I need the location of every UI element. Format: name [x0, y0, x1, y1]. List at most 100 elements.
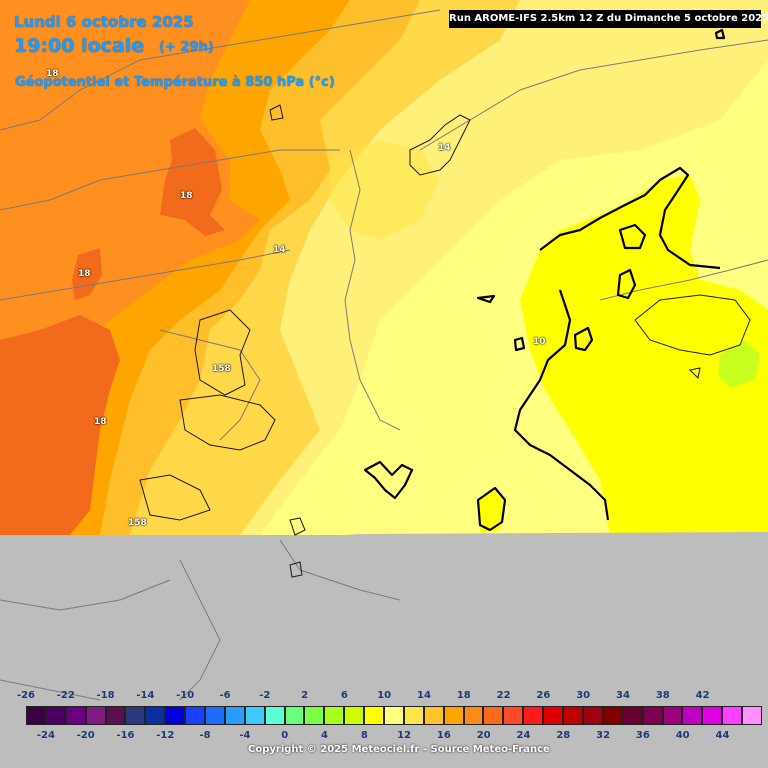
scale-bottom-label: -16: [116, 730, 135, 741]
forecast-lead-time: (+ 29h): [159, 40, 214, 55]
scale-top-label: 42: [695, 690, 710, 701]
scale-top-label: 14: [417, 690, 431, 701]
scale-swatch: [682, 706, 703, 725]
bright-yellow-zone: [520, 175, 768, 535]
scale-swatch: [244, 706, 265, 725]
scale-bottom-label: 28: [556, 730, 571, 741]
isoline-label: 14: [273, 245, 286, 255]
temperature-color-scale: [26, 706, 762, 725]
scale-bottom-label: -4: [239, 730, 251, 741]
isoline-label: 18: [94, 417, 107, 427]
scale-swatch: [602, 706, 623, 725]
scale-top-label: -6: [219, 690, 231, 701]
scale-swatch: [185, 706, 206, 725]
scale-swatch: [65, 706, 86, 725]
land-outlines: [139, 104, 751, 578]
scale-swatch: [443, 706, 464, 725]
scale-bottom-label: 32: [596, 730, 611, 741]
scale-swatch: [304, 706, 325, 725]
isoline-label: 10: [533, 337, 546, 347]
forecast-date: Lundi 6 octobre 2025: [14, 13, 194, 31]
isoline-label: 14: [438, 143, 451, 153]
isoline-label: 158: [212, 364, 231, 374]
scale-swatch: [165, 706, 186, 725]
scale-bottom-label: 8: [360, 730, 368, 741]
scale-swatch: [722, 706, 743, 725]
scale-top-label: 38: [655, 690, 670, 701]
scale-swatch: [384, 706, 404, 725]
scale-swatch: [582, 706, 603, 725]
model-run-label: Run AROME-IFS 2.5km 12 Z du Dimanche 5 o…: [449, 10, 768, 28]
isoline-label: 18: [46, 69, 59, 79]
scale-top-label: 2: [301, 690, 309, 701]
scale-top-label: 34: [616, 690, 630, 701]
map-parameter: Géopotentiel et Température à 850 hPa (°…: [15, 75, 335, 90]
isoline-label: 18: [180, 191, 193, 201]
scale-swatch: [45, 706, 66, 725]
scale-swatch: [26, 706, 46, 725]
isoline-label: 158: [128, 518, 147, 528]
scale-swatch: [463, 706, 484, 725]
scale-swatch: [483, 706, 504, 725]
scale-swatch: [125, 706, 146, 725]
scale-swatch: [563, 706, 583, 725]
scale-swatch: [523, 706, 544, 725]
scale-top-label: 18: [456, 690, 471, 701]
scale-bottom-label: 40: [675, 730, 690, 741]
scale-bottom-label: -24: [36, 730, 55, 741]
lime-spot: [718, 340, 760, 388]
scale-top-label: -2: [259, 690, 271, 701]
scale-swatch: [622, 706, 643, 725]
scale-swatch: [145, 706, 166, 725]
admin-borders: [0, 9, 768, 701]
scale-bottom-label: 24: [516, 730, 531, 741]
scale-top-label: 22: [496, 690, 511, 701]
scale-swatch: [403, 706, 424, 725]
scale-swatch: [662, 706, 683, 725]
copyright-notice: Copyright © 2025 Meteociel.fr - Source M…: [248, 744, 550, 755]
scale-swatch: [264, 706, 285, 725]
deep-orange-zone: [0, 315, 120, 535]
scale-swatch: [423, 706, 444, 725]
scale-swatch: [324, 706, 345, 725]
forecast-time: 19:00 locale: [14, 35, 145, 57]
scale-bottom-label: 20: [476, 730, 491, 741]
scale-top-label: -22: [56, 690, 75, 701]
scale-bottom-label: 36: [635, 730, 650, 741]
scale-top-label: 26: [536, 690, 551, 701]
isoline-label: 18: [78, 269, 91, 279]
scale-swatch: [105, 706, 126, 725]
scale-top-label: -10: [176, 690, 195, 701]
scale-bottom-label: 0: [281, 730, 289, 741]
scale-bottom-label: 16: [436, 730, 451, 741]
scale-bottom-label: 12: [397, 730, 412, 741]
scale-top-label: 30: [576, 690, 591, 701]
scale-swatch: [742, 706, 762, 725]
scale-swatch: [205, 706, 225, 725]
scale-top-label: -18: [96, 690, 115, 701]
scale-top-label: -14: [136, 690, 155, 701]
scale-swatch: [642, 706, 663, 725]
scale-swatch: [543, 706, 564, 725]
scale-top-label: 6: [340, 690, 348, 701]
scale-swatch: [503, 706, 524, 725]
scale-bottom-label: -12: [156, 730, 175, 741]
scale-bottom-label: -20: [76, 730, 95, 741]
scale-swatch: [364, 706, 385, 725]
scale-swatch: [284, 706, 305, 725]
scale-top-label: -26: [16, 690, 36, 701]
orange-zone: [0, 0, 260, 400]
scale-bottom-label: 44: [715, 730, 730, 741]
bright-yellow-island: [478, 490, 505, 532]
scale-swatch: [85, 706, 106, 725]
scale-bottom-label: 4: [321, 730, 328, 741]
pale-zone-north: [330, 140, 440, 240]
scale-swatch: [702, 706, 723, 725]
scale-swatch: [344, 706, 365, 725]
coastline: [363, 28, 726, 532]
scale-top-label: 10: [377, 690, 392, 701]
warm-pocket-north: [160, 128, 225, 236]
scale-bottom-label: -8: [199, 730, 211, 741]
